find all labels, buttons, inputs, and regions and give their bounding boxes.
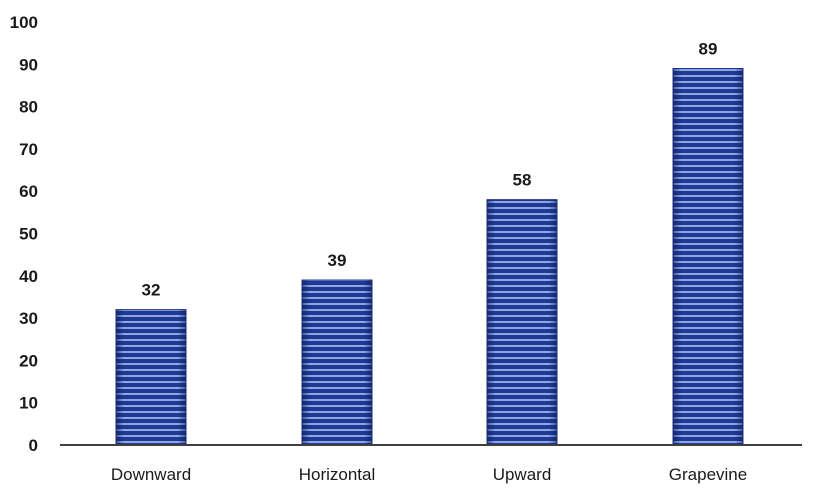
data-label: 89 bbox=[699, 40, 718, 59]
y-tick-label: 40 bbox=[19, 267, 38, 286]
x-axis-labels: Downward Horizontal Upward Grapevine bbox=[111, 465, 747, 484]
bar-shading bbox=[116, 309, 186, 445]
y-tick-label: 0 bbox=[29, 436, 38, 455]
x-tick-label: Horizontal bbox=[299, 465, 376, 484]
x-tick-label: Upward bbox=[493, 465, 552, 484]
bar-shading bbox=[487, 199, 557, 445]
data-label: 58 bbox=[513, 171, 532, 190]
x-tick-label: Grapevine bbox=[669, 465, 747, 484]
bar-shading bbox=[302, 280, 372, 445]
y-tick-label: 30 bbox=[19, 309, 38, 328]
y-tick-label: 20 bbox=[19, 351, 38, 370]
bar-shading bbox=[673, 68, 743, 445]
y-tick-label: 10 bbox=[19, 394, 38, 413]
y-tick-label: 80 bbox=[19, 98, 38, 117]
y-axis-ticks: 0 10 20 30 40 50 60 70 80 90 100 bbox=[10, 13, 38, 455]
x-tick-label: Downward bbox=[111, 465, 191, 484]
y-tick-label: 60 bbox=[19, 182, 38, 201]
bars-group bbox=[115, 68, 744, 446]
y-tick-label: 90 bbox=[19, 55, 38, 74]
data-label: 39 bbox=[328, 251, 347, 270]
data-labels-group: 32 39 58 89 bbox=[142, 40, 718, 300]
y-tick-label: 50 bbox=[19, 225, 38, 244]
y-tick-label: 100 bbox=[10, 13, 38, 32]
y-tick-label: 70 bbox=[19, 140, 38, 159]
data-label: 32 bbox=[142, 281, 161, 300]
